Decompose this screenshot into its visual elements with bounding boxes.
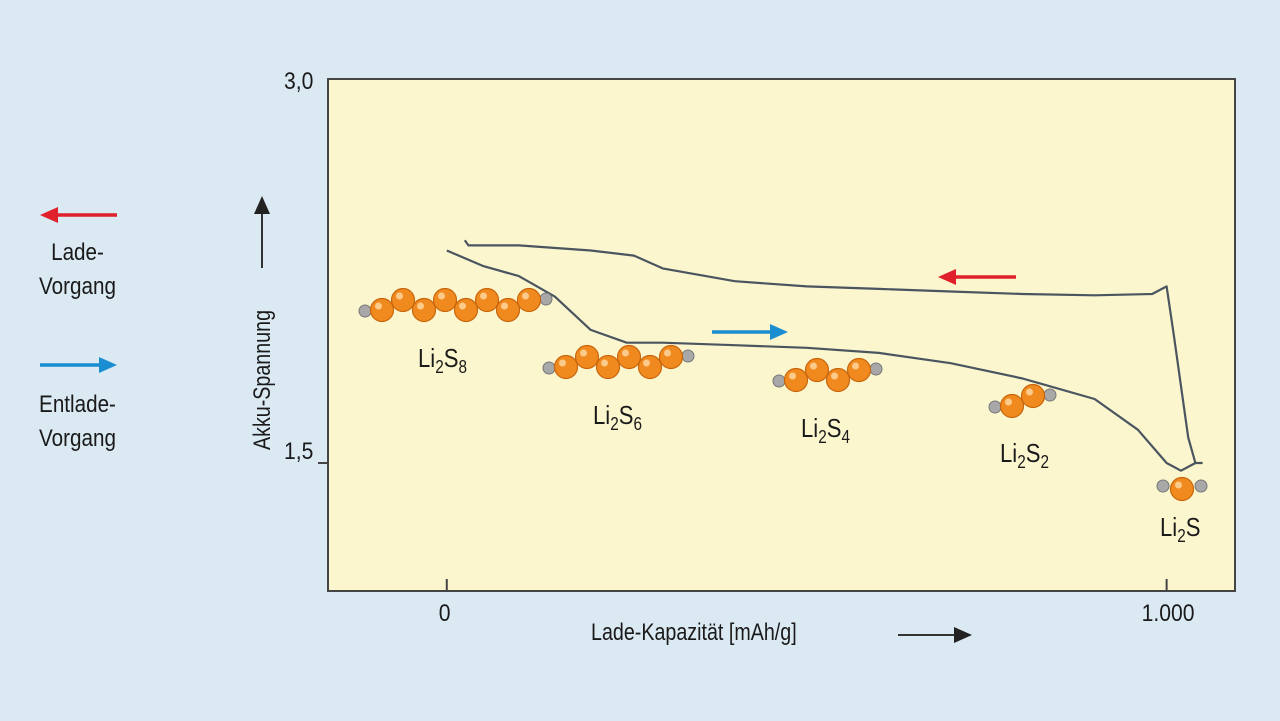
x-tick-label-left: 0 xyxy=(438,600,451,627)
y-axis-label: Akku-Spannung xyxy=(249,309,276,451)
charge-curve xyxy=(463,239,1203,465)
plot-area xyxy=(327,78,1236,592)
molecule-label-li2s6: Li2S6 xyxy=(593,400,642,434)
y-axis-arrow xyxy=(254,196,270,268)
y-tick-label-bottom: 1,5 xyxy=(284,438,314,465)
molecule-li2s6 xyxy=(542,344,695,380)
x-tick-label-right: 1.000 xyxy=(1141,600,1195,627)
x-axis-arrow xyxy=(898,627,972,643)
molecule-label-li2s4: Li2S4 xyxy=(801,413,850,447)
molecule-label-li2s: Li2S xyxy=(1160,512,1201,546)
legend-charge-label: Lade- Vorgang xyxy=(39,239,116,300)
charge-curve-arrow xyxy=(938,269,1016,285)
x-axis-label: Lade-Kapazität [mAh/g] xyxy=(591,619,797,646)
y-tick-label-top: 3,0 xyxy=(284,68,314,95)
molecule-li2s xyxy=(1156,476,1208,502)
molecule-li2s2 xyxy=(988,383,1057,419)
legend-discharge-arrow xyxy=(40,357,117,373)
molecule-li2s4 xyxy=(772,357,883,393)
molecule-label-li2s2: Li2S2 xyxy=(1000,438,1049,472)
molecule-label-li2s8: Li2S8 xyxy=(418,343,467,377)
discharge-curve xyxy=(446,249,1196,472)
molecule-li2s8 xyxy=(358,287,553,323)
legend-discharge-label: Entlade- Vorgang xyxy=(39,391,116,452)
discharge-curve-arrow xyxy=(712,324,788,340)
legend-charge-arrow xyxy=(40,207,117,223)
